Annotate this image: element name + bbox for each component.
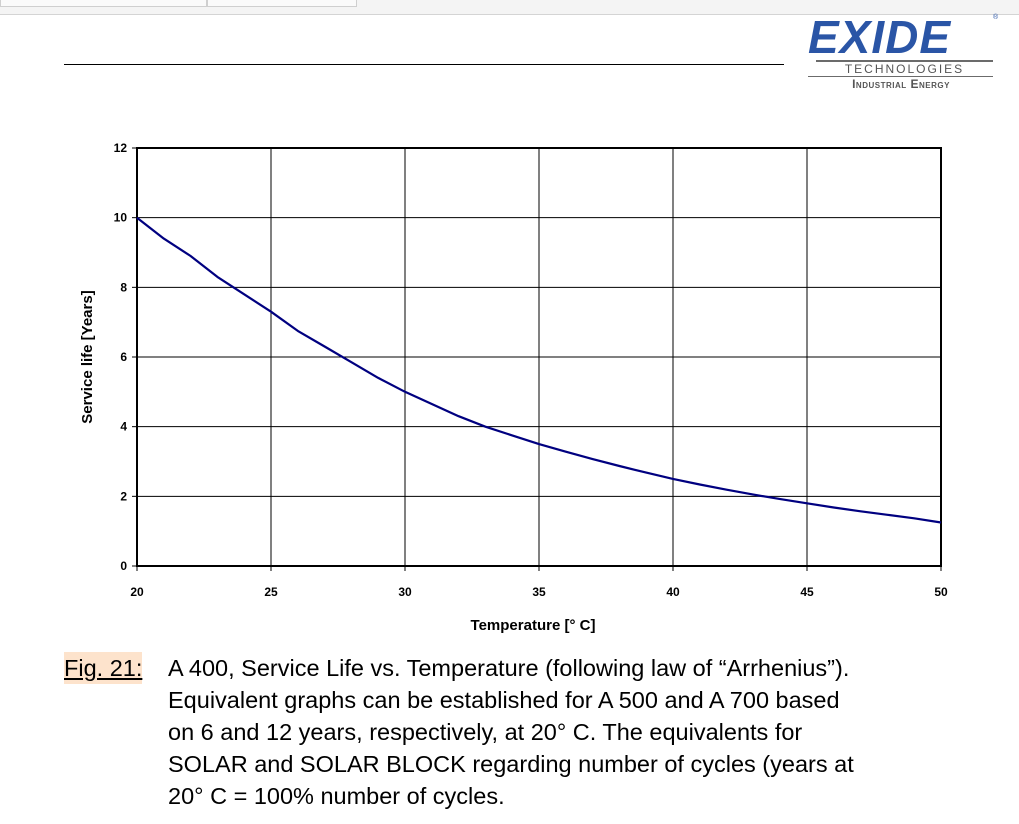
y-tick-label: 2 [120, 489, 127, 503]
x-tick-label: 45 [800, 585, 814, 599]
header-rule [64, 64, 784, 65]
y-tick-label: 6 [120, 350, 127, 364]
y-tick-label: 10 [114, 211, 128, 225]
logo-divider [808, 76, 993, 77]
caption-line: 20° C = 100% number of cycles. [168, 783, 505, 809]
x-axis-title: Temperature [° C] [471, 617, 596, 634]
caption-text: A 400, Service Life vs. Temperature (fol… [168, 652, 998, 812]
x-tick-label: 25 [264, 585, 278, 599]
service-life-line [136, 216, 942, 524]
caption-line: SOLAR and SOLAR BLOCK regarding number o… [168, 751, 854, 777]
y-tick-label: 12 [114, 141, 128, 155]
y-tick-label: 4 [120, 420, 127, 434]
caption-line: on 6 and 12 years, respectively, at 20° … [168, 719, 803, 745]
logo-technologies: TECHNOLOGIES [844, 62, 965, 76]
logo-word: EXIDE [808, 11, 952, 63]
caption-line: A 400, Service Life vs. Temperature (fol… [168, 655, 850, 681]
caption-line: Equivalent graphs can be established for… [168, 687, 840, 713]
x-tick-label: 40 [666, 585, 680, 599]
exide-logo: EXIDE ® TECHNOLOGIES Industrial Energy [800, 14, 1000, 94]
service-life-chart: 20 25 30 35 40 45 50 0 2 4 6 8 10 12 Temperature [° C]… [79, 141, 948, 634]
y-tick-label: 0 [120, 559, 127, 573]
x-tick-label: 20 [130, 585, 144, 599]
logo-divider [816, 60, 993, 62]
viewer-tab[interactable] [207, 0, 357, 7]
logo-registered-mark: ® [993, 14, 999, 21]
viewer-tab[interactable] [0, 0, 207, 7]
y-tick-label: 8 [120, 280, 127, 294]
viewer-top-strip [0, 0, 1019, 15]
logo-industrial-energy: Industrial Energy [852, 77, 950, 91]
x-tick-label: 50 [934, 585, 948, 599]
x-tick-label: 30 [398, 585, 412, 599]
figure-label: Fig. 21: [64, 652, 143, 684]
x-tick-label: 35 [532, 585, 546, 599]
y-axis-title: Service life [Years] [79, 290, 96, 423]
